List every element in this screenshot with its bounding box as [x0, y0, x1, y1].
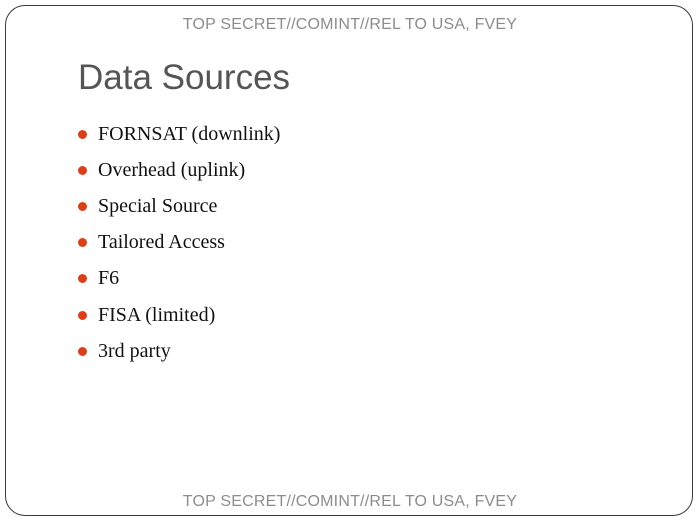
bullet-item-f6: F6 [78, 261, 280, 297]
bullet-text: Tailored Access [98, 231, 225, 254]
bullet-text: 3rd party [98, 339, 171, 362]
slide-frame [5, 5, 693, 516]
bullet-item-tailored-access: Tailored Access [78, 225, 280, 261]
bottom-classification-banner: TOP SECRET//COMINT//REL TO USA, FVEY [182, 493, 518, 510]
bullet-dot-icon [78, 238, 87, 248]
bullet-item-overhead: Overhead (uplink) [78, 152, 280, 188]
bullet-item-fornsat: FORNSAT (downlink) [78, 116, 280, 152]
bullet-dot-icon [78, 201, 87, 211]
bullet-text: Overhead (uplink) [98, 158, 246, 181]
top-classification-banner: TOP SECRET//COMINT//REL TO USA, FVEY [182, 16, 518, 33]
bullet-dot-icon [78, 310, 87, 320]
bullet-item-3rd-party: 3rd party [78, 333, 280, 369]
bullet-text: Special Source [98, 194, 218, 217]
bullet-dot-icon [78, 274, 87, 284]
bullet-text: FORNSAT (downlink) [98, 122, 281, 145]
bullet-text: FISA (limited) [98, 303, 216, 326]
bullet-dot-icon [78, 165, 87, 175]
bullet-dot-icon [78, 129, 87, 139]
bullet-dot-icon [78, 346, 87, 356]
bullet-text: F6 [98, 267, 120, 290]
bullet-list: FORNSAT (downlink) Overhead (uplink) Spe… [78, 116, 280, 369]
bullet-item-fisa: FISA (limited) [78, 297, 280, 333]
slide-title: Data Sources [78, 58, 291, 97]
bullet-item-special-source: Special Source [78, 188, 280, 224]
